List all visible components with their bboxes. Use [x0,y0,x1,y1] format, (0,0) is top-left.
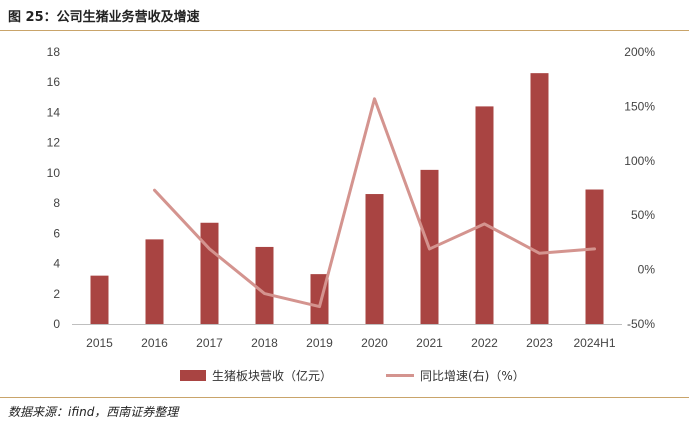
x-tick-label: 2021 [416,336,443,350]
y-left-tick-label: 0 [53,317,60,331]
y-right-tick-label: 100% [624,154,655,168]
x-tick-label: 2015 [86,336,113,350]
y-right-tick-label: 0% [638,263,656,277]
title-rule [0,30,689,31]
y-left-tick-label: 6 [53,226,60,240]
y-left-tick-label: 8 [53,196,60,210]
x-tick-label: 2022 [471,336,498,350]
revenue-bar [90,275,109,324]
revenue-bar [475,106,494,325]
revenue-bar [530,73,549,325]
y-left-tick-label: 4 [53,257,60,271]
x-tick-label: 2024H1 [573,336,615,350]
chart: 0 2 4 6 8 10 12 14 16 18 -50% 0% 50% 100% 150% 200% 2015… [47,45,656,383]
revenue-bar [255,246,274,324]
figure-title: 图 25：公司生猪业务营收及增速 [8,10,200,25]
revenue-bar [200,222,219,324]
legend-line-label: 同比增速(右)（%） [420,368,525,383]
y-left-tick-label: 2 [53,287,60,301]
revenue-bar [585,189,604,324]
y-right-tick-label: 50% [631,208,655,222]
x-tick-label: 2017 [196,336,223,350]
revenue-bar [365,194,384,324]
y-right-tick-label: -50% [627,317,655,331]
legend-bar-swatch [180,370,206,381]
y-left-tick-label: 10 [47,166,61,180]
source-rule [0,397,689,398]
y-left-tick-label: 14 [47,105,61,119]
growth-line-path [153,97,596,309]
y-left-tick-label: 12 [47,136,61,150]
x-tick-label: 2018 [251,336,278,350]
legend-bar-label: 生猪板块营收（亿元） [212,368,332,383]
x-tick-label: 2019 [306,336,333,350]
x-tick-label: 2020 [361,336,388,350]
source-note: 数据来源：ifind，西南证券整理 [8,405,179,419]
bars [90,73,604,325]
x-tick-label: 2016 [141,336,168,350]
y-right-tick-label: 200% [624,45,655,59]
tick-labels: 0 2 4 6 8 10 12 14 16 18 -50% 0% 50% 100% 150% 200% 2015… [47,45,656,350]
y-left-tick-label: 18 [47,45,61,59]
growth-line [153,97,596,309]
legend: 生猪板块营收（亿元） 同比增速(右)（%） [180,368,525,383]
x-tick-label: 2023 [526,336,553,350]
y-left-tick-label: 16 [47,75,61,89]
y-right-tick-label: 150% [624,99,655,113]
revenue-bar [145,239,164,324]
